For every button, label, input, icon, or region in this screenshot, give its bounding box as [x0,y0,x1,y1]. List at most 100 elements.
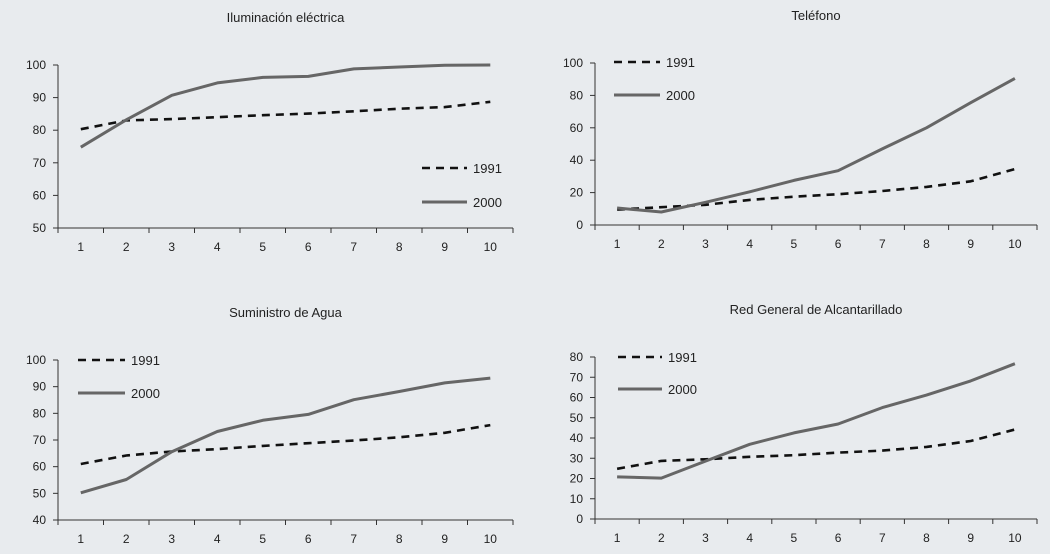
x-tick-label: 4 [746,531,753,545]
chart-red-general-de-alcantarillado: Red General de Alcantarillado 0 10 20 30 40 50… [525,277,1050,554]
x-tick-label: 5 [791,237,798,251]
x-tick-label: 7 [350,532,357,546]
legend-label-2000: 2000 [131,386,160,401]
y-tick-label: 100 [563,56,583,70]
y-tick-label: 70 [33,433,47,447]
y-tick-label: 80 [570,350,584,364]
y-tick-label: 60 [33,188,47,202]
chart-svg: Red General de Alcantarillado 0 10 20 30 40 50… [570,302,1038,545]
legend-label-2000: 2000 [668,382,697,397]
chart-iluminacion-electrica: Iluminación eléctrica 50 60 70 80 90 100 1 2 3 4 5 6… [0,0,525,277]
series-line-1991 [80,100,491,131]
y-tick-label: 60 [33,460,47,474]
x-tick-label: 6 [835,531,842,545]
x-tick-label: 9 [441,532,448,546]
x-tick-label: 4 [214,240,221,254]
x-tick-label: 3 [168,532,175,546]
x-tick-label: 1 [614,237,621,251]
x-tick-label: 3 [702,237,709,251]
y-tick-label: 50 [33,486,47,500]
y-tick-label: 30 [570,451,584,465]
legend-label-2000: 2000 [473,195,502,210]
chart-title: Suministro de Agua [229,305,343,320]
chart-svg: Teléfono 0 20 40 60 80 100 1 2 3 4 5 6 7 8 9 10 1991 2000 [563,8,1038,251]
legend-label-1991: 1991 [666,55,695,70]
legend-label-2000: 2000 [666,88,695,103]
y-tick-label: 100 [26,58,46,72]
series-line-2000 [80,63,491,149]
y-tick-label: 20 [570,186,584,200]
y-tick-label: 90 [33,91,47,105]
x-tick-label: 5 [791,531,798,545]
x-tick-label: 7 [879,531,886,545]
x-tick-label: 4 [214,532,221,546]
chart-title: Red General de Alcantarillado [730,302,903,317]
x-tick-label: 10 [484,532,498,546]
x-tick-label: 8 [396,532,403,546]
legend-label-1991: 1991 [668,350,697,365]
x-tick-label: 2 [123,240,130,254]
series-line-2000 [80,376,491,495]
y-tick-label: 100 [26,353,46,367]
x-tick-label: 4 [746,237,753,251]
x-tick-label: 3 [702,531,709,545]
y-tick-label: 40 [570,431,584,445]
chart-svg: Iluminación eléctrica 50 60 70 80 90 100 1 2 3 4 5 6… [26,10,514,254]
y-tick-label: 50 [570,411,584,425]
legend: 1991 2000 [614,55,695,103]
y-tick-label: 60 [570,121,584,135]
y-tick-label: 70 [33,156,47,170]
y-tick-label: 80 [33,406,47,420]
x-tick-label: 7 [350,240,357,254]
chart-title: Iluminación eléctrica [227,10,346,25]
legend-label-1991: 1991 [473,161,502,176]
x-tick-label: 5 [259,532,266,546]
chart-svg: Suministro de Agua 40 50 60 70 80 90 100 1 2 3 4 5 6 7… [26,305,514,546]
chart-telefono: Teléfono 0 20 40 60 80 100 1 2 3 4 5 6 7 8 9 10 1991 2000 [525,0,1050,277]
series-line-1991 [80,423,491,466]
chart-suministro-de-agua: Suministro de Agua 40 50 60 70 80 90 100 1 2 3 4 5 6 7… [0,277,525,554]
x-tick-label: 6 [835,237,842,251]
series-line-2000 [617,362,1016,480]
x-tick-label: 8 [923,531,930,545]
x-tick-label: 6 [305,532,312,546]
series-line-2000 [616,77,1016,214]
y-tick-label: 0 [576,512,583,526]
x-tick-label: 9 [967,531,974,545]
x-tick-label: 5 [259,240,266,254]
y-tick-label: 40 [570,153,584,167]
x-tick-label: 1 [77,532,84,546]
series-line-1991 [616,428,1016,471]
legend: 1991 2000 [422,161,502,210]
y-tick-label: 50 [33,221,47,235]
x-tick-label: 7 [879,237,886,251]
x-tick-label: 2 [658,237,665,251]
legend: 1991 2000 [78,353,160,401]
y-tick-label: 70 [570,370,584,384]
legend-label-1991: 1991 [131,353,160,368]
y-tick-label: 40 [33,513,47,527]
y-tick-label: 80 [570,88,584,102]
y-tick-label: 10 [570,492,584,506]
y-tick-label: 60 [570,391,584,405]
x-tick-label: 8 [396,240,403,254]
x-tick-label: 8 [923,237,930,251]
x-tick-label: 10 [484,240,498,254]
x-tick-label: 2 [123,532,130,546]
y-tick-label: 90 [33,380,47,394]
x-tick-label: 9 [967,237,974,251]
x-tick-label: 9 [441,240,448,254]
x-tick-label: 6 [305,240,312,254]
series-line-1991 [617,167,1016,211]
x-tick-label: 3 [168,240,175,254]
x-tick-label: 2 [658,531,665,545]
x-tick-label: 1 [77,240,84,254]
y-tick-label: 20 [570,472,584,486]
y-tick-label: 0 [576,218,583,232]
x-tick-label: 10 [1008,237,1022,251]
legend: 1991 2000 [618,350,697,397]
x-tick-label: 1 [614,531,621,545]
y-tick-label: 80 [33,123,47,137]
x-tick-label: 10 [1008,531,1022,545]
